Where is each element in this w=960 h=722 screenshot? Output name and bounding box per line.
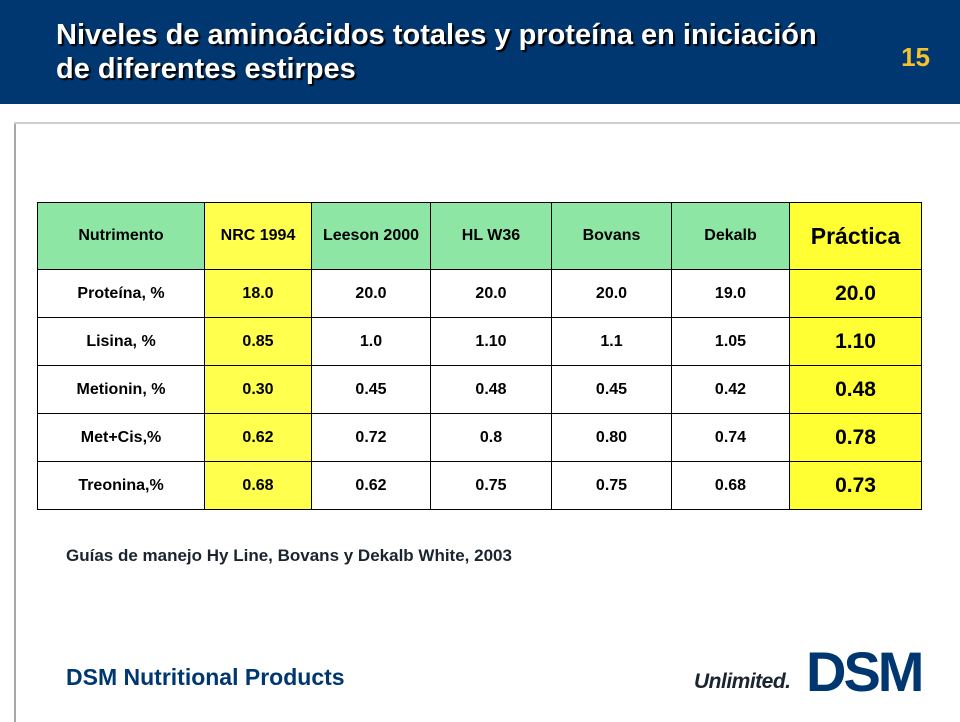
unlimited-tagline: Unlimited.	[694, 670, 791, 693]
table-cell: 0.8	[430, 413, 552, 462]
title-bar: Niveles de aminoácidos totales y proteín…	[0, 0, 960, 104]
table-cell: 20.0	[311, 269, 431, 318]
table-cell: 1.1	[551, 317, 672, 366]
amino-acid-table: Nutrimento NRC 1994 Leeson 2000 HL W36 B…	[37, 202, 922, 510]
content-frame-top-border	[14, 122, 960, 124]
row-label: Met+Cis,%	[37, 413, 205, 462]
column-header: Bovans	[551, 202, 672, 270]
table-header-row: Nutrimento NRC 1994 Leeson 2000 HL W36 B…	[37, 202, 922, 270]
table-row: Lisina, % 0.85 1.0 1.10 1.1 1.05 1.10	[37, 317, 922, 366]
table-cell: 0.75	[430, 461, 552, 510]
table-cell: 1.05	[671, 317, 790, 366]
slide-title: Niveles de aminoácidos totales y proteín…	[56, 19, 817, 85]
table-cell: 0.73	[789, 461, 922, 510]
table-cell: 0.45	[311, 365, 431, 414]
table-cell: 19.0	[671, 269, 790, 318]
table-cell: 0.78	[789, 413, 922, 462]
column-header: Dekalb	[671, 202, 790, 270]
table-cell: 1.0	[311, 317, 431, 366]
company-name: DSM Nutritional Products	[66, 664, 345, 690]
table-row: Treonina,% 0.68 0.62 0.75 0.75 0.68 0.73	[37, 461, 922, 510]
table-cell: 0.80	[551, 413, 672, 462]
table-cell: 20.0	[789, 269, 922, 318]
table-row: Metionin, % 0.30 0.45 0.48 0.45 0.42 0.4…	[37, 365, 922, 414]
table-cell: 18.0	[204, 269, 312, 318]
table-cell: 0.74	[671, 413, 790, 462]
table-cell: 20.0	[430, 269, 552, 318]
table-row: Proteína, % 18.0 20.0 20.0 20.0 19.0 20.…	[37, 269, 922, 318]
table-cell: 0.85	[204, 317, 312, 366]
column-header: HL W36	[430, 202, 552, 270]
slide-number: 15	[901, 42, 930, 72]
table-cell: 0.72	[311, 413, 431, 462]
column-header: Práctica	[789, 202, 922, 270]
table-cell: 0.48	[430, 365, 552, 414]
table-row: Met+Cis,% 0.62 0.72 0.8 0.80 0.74 0.78	[37, 413, 922, 462]
row-label: Treonina,%	[37, 461, 205, 510]
row-label: Metionin, %	[37, 365, 205, 414]
table-cell: 0.75	[551, 461, 672, 510]
row-label: Lisina, %	[37, 317, 205, 366]
table-cell: 1.10	[430, 317, 552, 366]
table-cell: 0.62	[204, 413, 312, 462]
table-cell: 0.42	[671, 365, 790, 414]
column-header: NRC 1994	[204, 202, 312, 270]
source-note: Guías de manejo Hy Line, Bovans y Dekalb…	[66, 546, 512, 565]
table-cell: 0.68	[671, 461, 790, 510]
table-cell: 0.62	[311, 461, 431, 510]
row-label: Proteína, %	[37, 269, 205, 318]
content-frame-left-border	[14, 122, 16, 722]
table-cell: 1.10	[789, 317, 922, 366]
table-cell: 0.30	[204, 365, 312, 414]
column-header: Nutrimento	[37, 202, 205, 270]
column-header: Leeson 2000	[311, 202, 431, 270]
table-cell: 0.48	[789, 365, 922, 414]
dsm-logo: DSM	[806, 640, 924, 703]
table-cell: 0.45	[551, 365, 672, 414]
table-cell: 0.68	[204, 461, 312, 510]
table-cell: 20.0	[551, 269, 672, 318]
